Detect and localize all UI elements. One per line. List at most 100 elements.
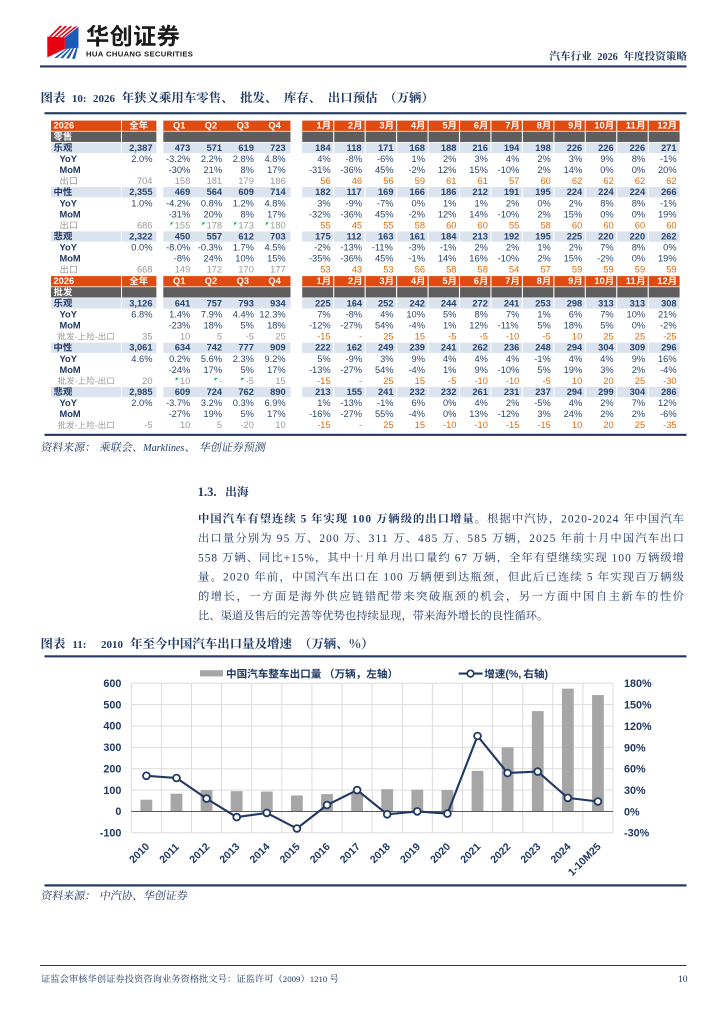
svg-text:11:: 11: (72, 639, 86, 651)
svg-text:252: 252 (378, 298, 394, 308)
svg-text:179: 179 (238, 176, 254, 186)
svg-text:45%: 45% (375, 165, 394, 175)
svg-text:184: 184 (315, 143, 331, 153)
svg-text:164: 164 (347, 298, 363, 308)
svg-text:724: 724 (207, 387, 223, 397)
svg-text:-5: -5 (543, 376, 551, 386)
svg-text:166: 166 (409, 187, 425, 197)
svg-text:612: 612 (238, 232, 254, 242)
svg-text:934: 934 (270, 298, 286, 308)
svg-text:-9%: -9% (346, 198, 363, 208)
svg-text:1%: 1% (443, 321, 456, 331)
svg-text:19%: 19% (658, 254, 677, 264)
svg-text:-5: -5 (246, 332, 254, 342)
svg-text:-1%: -1% (377, 398, 394, 408)
svg-text:60: 60 (478, 220, 488, 230)
svg-text:2%: 2% (506, 198, 519, 208)
svg-text:5: 5 (587, 572, 594, 584)
svg-text:15%: 15% (469, 165, 488, 175)
svg-text:224: 224 (567, 187, 583, 197)
svg-text:298: 298 (567, 298, 583, 308)
svg-text:-15: -15 (317, 420, 330, 430)
svg-text:296: 296 (661, 343, 677, 353)
svg-text:194: 194 (504, 143, 520, 153)
svg-text:-27%: -27% (340, 321, 362, 331)
svg-text:-5: -5 (543, 332, 551, 342)
svg-text:100: 100 (352, 514, 372, 526)
svg-text:30%: 30% (624, 785, 646, 797)
svg-text:2%: 2% (632, 409, 645, 419)
svg-text:9%: 9% (474, 365, 487, 375)
svg-text:60: 60 (603, 220, 613, 230)
svg-text:6: 6 (474, 275, 479, 286)
svg-text:195: 195 (535, 232, 551, 242)
svg-text:186: 186 (270, 176, 286, 186)
svg-text:100: 100 (612, 552, 632, 564)
svg-text:14%: 14% (438, 254, 457, 264)
svg-text:15: 15 (415, 376, 425, 386)
svg-text:67: 67 (455, 552, 468, 564)
svg-text:212: 212 (472, 187, 488, 197)
svg-text:400: 400 (103, 721, 121, 733)
svg-text:-11%: -11% (498, 321, 519, 331)
svg-text:14%: 14% (564, 165, 583, 175)
svg-text:585: 585 (467, 533, 487, 545)
svg-text:62: 62 (666, 176, 676, 186)
svg-text:4%: 4% (569, 398, 582, 408)
svg-text:MoM: MoM (60, 321, 81, 331)
svg-text:220: 220 (598, 232, 614, 242)
svg-text:-10: -10 (443, 420, 456, 430)
svg-text:236: 236 (504, 343, 520, 353)
svg-text:557: 557 (207, 232, 223, 242)
svg-text:12: 12 (657, 120, 667, 131)
svg-text:150%: 150% (624, 700, 652, 712)
svg-text:5%: 5% (443, 309, 456, 319)
svg-text:-10%: -10% (498, 365, 520, 375)
svg-text:4%: 4% (317, 154, 330, 164)
svg-text:723: 723 (270, 143, 286, 153)
svg-text:-10%: -10% (498, 165, 520, 175)
svg-text:MoM: MoM (60, 254, 81, 264)
svg-text:Q2: Q2 (205, 276, 217, 286)
svg-text:-2%: -2% (314, 243, 331, 253)
svg-text:-2%: -2% (660, 321, 677, 331)
svg-text:0%: 0% (537, 198, 550, 208)
svg-text:18%: 18% (267, 321, 286, 331)
svg-text:2,387: 2,387 (129, 143, 152, 153)
svg-text:4.8%: 4.8% (265, 198, 286, 208)
svg-text:-35: -35 (663, 420, 676, 430)
svg-text:45%: 45% (375, 209, 394, 219)
svg-text:286: 286 (661, 387, 677, 397)
svg-text:-10: -10 (506, 376, 519, 386)
svg-text:-23%: -23% (169, 321, 191, 331)
svg-text:21%: 21% (203, 165, 222, 175)
svg-text:15%: 15% (267, 254, 286, 264)
svg-text:311: 311 (369, 533, 389, 545)
svg-text:7: 7 (505, 275, 510, 286)
svg-text:45%: 45% (375, 254, 394, 264)
svg-text:58: 58 (540, 220, 550, 230)
svg-text:Q4: Q4 (268, 121, 281, 131)
svg-text:21%: 21% (658, 309, 677, 319)
svg-text:-: - (75, 420, 78, 430)
svg-text:241: 241 (441, 343, 457, 353)
svg-text:-8%: -8% (346, 309, 363, 319)
svg-text:9: 9 (568, 275, 573, 286)
svg-text:304: 304 (630, 387, 646, 397)
svg-text:12%: 12% (469, 321, 488, 331)
svg-text:-5: -5 (144, 420, 152, 430)
svg-text:-13%: -13% (340, 398, 362, 408)
svg-text:2.8%: 2.8% (233, 154, 254, 164)
svg-text:2,355: 2,355 (129, 187, 152, 197)
svg-text:-1%: -1% (660, 198, 677, 208)
svg-text:120%: 120% (624, 721, 652, 733)
svg-text:253: 253 (535, 298, 551, 308)
svg-text:762: 762 (238, 387, 254, 397)
svg-text:-: - (95, 420, 98, 430)
svg-text:6%: 6% (412, 398, 425, 408)
svg-text:609: 609 (238, 187, 254, 197)
svg-text:225: 225 (315, 298, 331, 308)
svg-text:55: 55 (383, 220, 393, 230)
svg-text:1%: 1% (443, 198, 456, 208)
svg-text:-31%: -31% (309, 165, 331, 175)
